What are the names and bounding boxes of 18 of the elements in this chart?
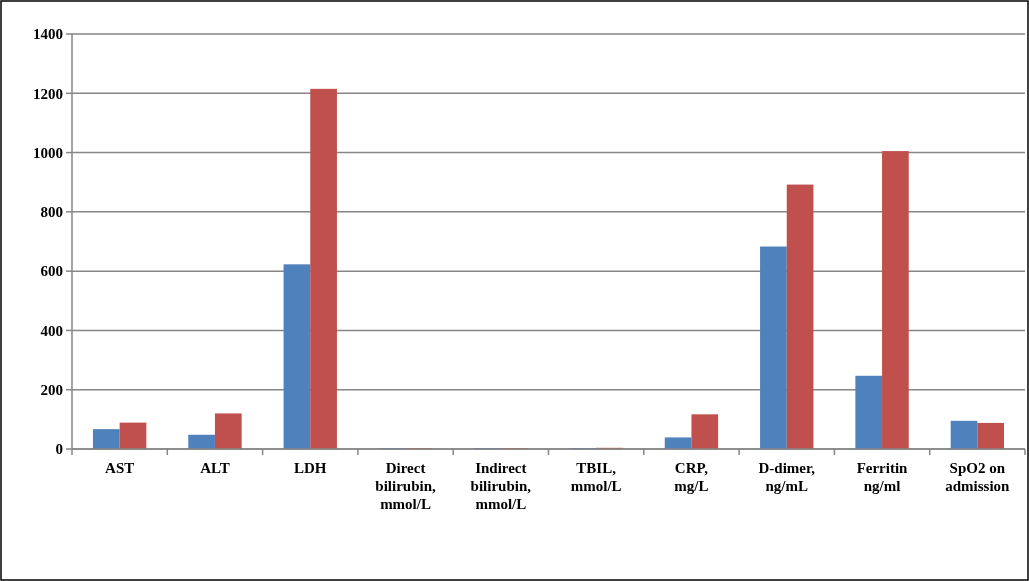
y-tick-label: 1400 — [33, 26, 63, 43]
x-tick-label: SpO2 on admission — [945, 460, 1011, 494]
y-tick-label: 1000 — [33, 144, 63, 161]
x-tick-label: CRP, mg/L — [674, 460, 709, 494]
x-tick-label: Indirect bilirubin, mmol/L — [470, 460, 532, 512]
y-tick-label: 200 — [40, 381, 63, 398]
x-tick-label: LDH — [293, 460, 327, 476]
x-tick-label: ALT — [200, 460, 230, 476]
x-tick-label: Ferritin ng/ml — [856, 460, 909, 494]
y-tick-label: 1200 — [33, 85, 63, 102]
x-tick-label: D-dimer, ng/mL — [758, 460, 816, 494]
y-tick-label: 800 — [40, 204, 63, 221]
x-tick-label: AST — [105, 460, 135, 476]
x-tick-label: Direct bilirubin, mmol/L — [375, 460, 437, 512]
y-tick-label: 600 — [40, 263, 63, 280]
y-tick-label: 0 — [55, 441, 63, 458]
y-tick-label: 400 — [40, 322, 63, 339]
x-tick-label: TBIL, mmol/L — [570, 460, 622, 494]
